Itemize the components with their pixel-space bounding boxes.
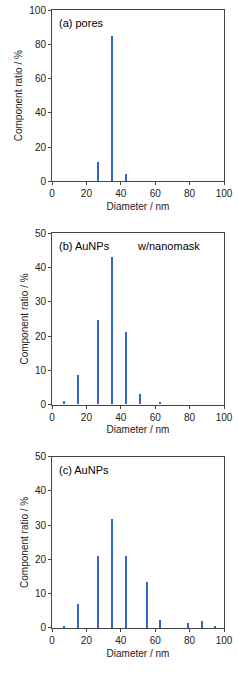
svg-text:100: 100 <box>29 5 46 16</box>
svg-text:Component ratio / %: Component ratio / % <box>19 497 30 588</box>
svg-text:100: 100 <box>216 412 233 423</box>
svg-text:0: 0 <box>40 622 46 633</box>
svg-text:20: 20 <box>35 554 47 565</box>
svg-text:(a) pores: (a) pores <box>59 17 104 29</box>
svg-text:40: 40 <box>35 485 47 496</box>
svg-text:20: 20 <box>81 635 93 646</box>
svg-text:Component ratio / %: Component ratio / % <box>13 50 24 141</box>
svg-text:20: 20 <box>81 188 93 199</box>
svg-text:(c) AuNPs: (c) AuNPs <box>59 464 109 476</box>
svg-text:10: 10 <box>35 365 47 376</box>
svg-text:20: 20 <box>81 412 93 423</box>
svg-text:0: 0 <box>40 399 46 410</box>
svg-text:100: 100 <box>216 635 233 646</box>
svg-text:40: 40 <box>115 412 127 423</box>
svg-text:Diameter / nm: Diameter / nm <box>107 201 170 212</box>
svg-text:w/nanomask: w/nanomask <box>137 240 200 252</box>
svg-text:0: 0 <box>49 188 55 199</box>
svg-text:20: 20 <box>35 142 47 153</box>
svg-text:60: 60 <box>150 188 162 199</box>
svg-text:100: 100 <box>216 188 233 199</box>
svg-text:60: 60 <box>35 73 47 84</box>
svg-text:(b) AuNPs: (b) AuNPs <box>59 240 110 252</box>
svg-text:40: 40 <box>35 262 47 273</box>
svg-text:40: 40 <box>115 188 127 199</box>
svg-text:80: 80 <box>184 635 196 646</box>
svg-text:80: 80 <box>184 412 196 423</box>
svg-text:50: 50 <box>35 228 47 239</box>
svg-text:Diameter / nm: Diameter / nm <box>107 648 170 659</box>
svg-text:60: 60 <box>150 635 162 646</box>
svg-text:0: 0 <box>49 635 55 646</box>
svg-text:10: 10 <box>35 588 47 599</box>
svg-text:0: 0 <box>49 412 55 423</box>
svg-text:Diameter / nm: Diameter / nm <box>107 424 170 435</box>
svg-text:40: 40 <box>35 107 47 118</box>
svg-text:80: 80 <box>184 188 196 199</box>
svg-text:0: 0 <box>40 176 46 187</box>
svg-text:60: 60 <box>150 412 162 423</box>
svg-text:80: 80 <box>35 39 47 50</box>
svg-text:20: 20 <box>35 331 47 342</box>
svg-text:30: 30 <box>35 296 47 307</box>
svg-text:50: 50 <box>35 451 47 462</box>
svg-text:40: 40 <box>115 635 127 646</box>
svg-text:30: 30 <box>35 520 47 531</box>
svg-text:Component ratio / %: Component ratio / % <box>19 273 30 364</box>
